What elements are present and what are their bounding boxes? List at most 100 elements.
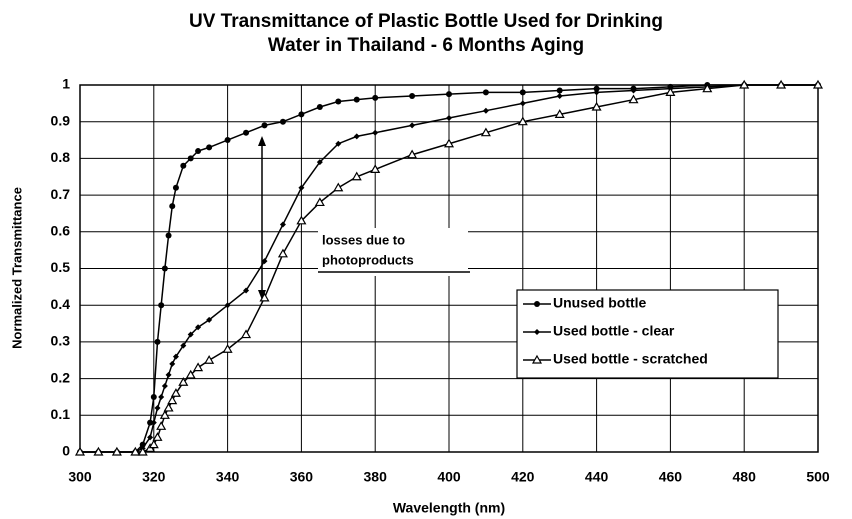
marker	[298, 111, 305, 118]
legend-label: Unused bottle	[553, 295, 647, 311]
x-tick-label: 300	[68, 469, 92, 485]
marker	[180, 342, 187, 349]
marker	[353, 133, 360, 140]
marker	[593, 85, 600, 92]
marker	[161, 382, 168, 389]
marker	[241, 329, 252, 339]
marker	[482, 107, 489, 114]
marker	[169, 360, 176, 367]
marker	[556, 87, 563, 94]
y-tick-label: 0.5	[51, 259, 71, 275]
marker	[409, 93, 416, 100]
marker	[206, 144, 213, 151]
annotation-box	[318, 228, 468, 276]
marker	[443, 138, 455, 148]
y-tick-label: 0.6	[51, 223, 71, 239]
legend: Unused bottle Used bottle - clear Used bot…	[516, 289, 779, 379]
arrow-head	[258, 136, 266, 146]
marker	[150, 393, 157, 400]
marker	[165, 232, 172, 239]
x-tick-label: 480	[733, 469, 757, 485]
marker	[353, 96, 360, 103]
marker	[154, 404, 161, 411]
marker	[193, 362, 204, 372]
y-tick-label: 0	[62, 443, 70, 459]
y-tick-label: 0.4	[51, 296, 71, 312]
marker	[407, 149, 418, 159]
marker	[316, 159, 323, 166]
marker	[161, 265, 168, 272]
marker	[195, 324, 202, 331]
marker	[243, 129, 250, 136]
marker	[591, 101, 602, 111]
marker	[519, 100, 526, 107]
marker	[261, 258, 268, 265]
arrow-head	[258, 290, 266, 300]
marker	[534, 301, 540, 307]
marker	[351, 171, 362, 181]
marker	[167, 395, 178, 405]
marker	[446, 115, 452, 122]
marker	[296, 215, 307, 225]
marker	[158, 393, 165, 400]
x-tick-label: 380	[364, 469, 388, 485]
marker	[630, 87, 637, 94]
marker	[554, 109, 565, 118]
x-tick-label: 420	[511, 469, 535, 485]
marker	[335, 140, 342, 147]
marker	[593, 89, 600, 96]
marker	[148, 439, 159, 449]
marker	[776, 79, 787, 89]
marker	[170, 388, 181, 397]
y-tick-label: 0.7	[51, 186, 71, 202]
marker	[534, 329, 540, 335]
marker	[335, 98, 342, 105]
marker	[261, 122, 268, 129]
marker	[165, 371, 172, 378]
legend-label: Used bottle - clear	[553, 323, 675, 339]
marker	[159, 410, 170, 419]
x-tick-label: 500	[806, 469, 830, 485]
marker	[130, 446, 141, 456]
y-tick-label: 0.3	[51, 333, 71, 349]
marker	[628, 94, 639, 104]
marker	[279, 221, 286, 228]
marker	[93, 446, 104, 456]
x-tick-label: 440	[585, 469, 609, 485]
chart-title: UV Transmittance of Plastic Bottle Used …	[189, 11, 663, 32]
marker	[169, 203, 176, 210]
marker	[185, 369, 196, 379]
marker	[224, 302, 231, 309]
marker	[333, 182, 344, 192]
y-tick-label: 0.1	[51, 406, 71, 422]
y-tick-label: 1	[62, 76, 70, 92]
x-tick-label: 400	[437, 469, 461, 485]
annotation-text: losses due to	[322, 232, 405, 247]
marker	[163, 402, 174, 412]
marker	[314, 197, 325, 207]
marker	[480, 127, 491, 137]
x-tick-label: 360	[290, 469, 314, 485]
legend-label: Used bottle - scratched	[553, 351, 708, 367]
x-tick-label: 320	[142, 469, 166, 485]
marker	[279, 118, 286, 125]
marker	[702, 83, 713, 93]
y-tick-label: 0.8	[51, 149, 71, 165]
marker	[222, 344, 233, 353]
marker	[187, 331, 194, 338]
marker	[243, 287, 250, 294]
series-line	[80, 84, 818, 453]
marker	[206, 316, 213, 323]
marker	[111, 446, 122, 456]
marker	[316, 104, 323, 111]
marker	[531, 354, 543, 364]
marker	[665, 87, 676, 96]
marker	[156, 421, 167, 430]
marker	[195, 148, 202, 155]
x-tick-label: 340	[216, 469, 240, 485]
marker	[154, 338, 161, 345]
marker	[137, 446, 148, 456]
marker	[187, 155, 194, 162]
marker	[277, 248, 288, 258]
marker	[150, 419, 157, 426]
